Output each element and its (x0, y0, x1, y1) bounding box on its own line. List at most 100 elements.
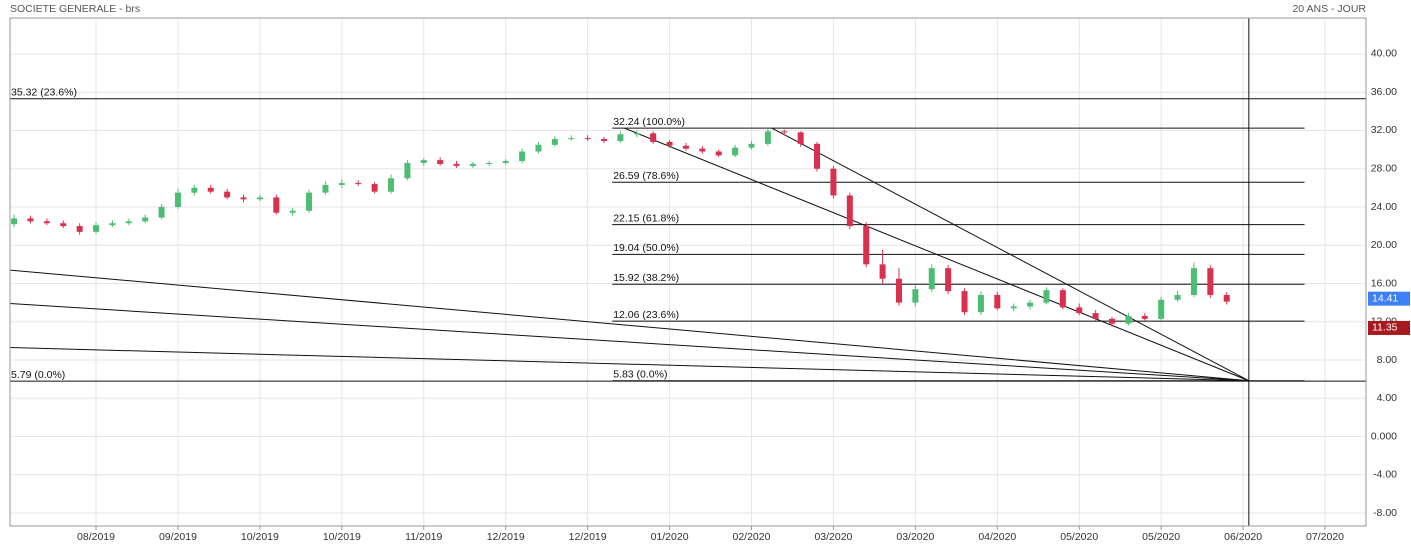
candle-body (142, 217, 149, 222)
candle-body (846, 195, 853, 227)
candle-body (1158, 299, 1165, 319)
candle-body (11, 218, 18, 225)
candle-body (863, 226, 870, 265)
y-tick-label: 40.00 (1371, 48, 1397, 60)
candle-body (486, 162, 493, 164)
trend-line (9, 347, 1249, 382)
candle-body (224, 191, 231, 198)
candle-body (830, 168, 837, 196)
y-tick-label: 32.00 (1371, 124, 1397, 136)
candle-body (60, 223, 67, 227)
fib-label: 5.83 (0.0%) (613, 369, 667, 381)
candle-body (1092, 313, 1099, 319)
candle-body (519, 151, 526, 162)
candle-body (420, 160, 427, 163)
candle-body (1059, 290, 1066, 308)
fib-label: 19.04 (50.0%) (613, 242, 679, 254)
y-tick-label: 16.00 (1371, 277, 1397, 289)
candle-body (404, 162, 411, 179)
y-tick-label: -4.00 (1373, 469, 1397, 481)
candle-body (502, 161, 509, 163)
trend-line (771, 127, 1250, 382)
y-tick-label: 0.000 (1371, 430, 1397, 442)
candle-body (945, 268, 952, 292)
trend-line (624, 127, 1250, 382)
candle-body (322, 184, 329, 193)
x-tick-label: 10/2019 (241, 531, 279, 543)
price-tag (1368, 291, 1410, 306)
candle-body (174, 192, 181, 207)
x-tick-label: 09/2019 (159, 531, 197, 543)
candle-body (748, 143, 755, 148)
candle-body (895, 278, 902, 303)
candle-body (207, 187, 214, 192)
x-tick-label: 01/2020 (651, 531, 689, 543)
candle-body (764, 131, 771, 144)
candle-body (1109, 318, 1116, 324)
trend-line (9, 303, 1249, 382)
candle-body (125, 221, 132, 224)
chart-title: SOCIETE GENERALE - brs (10, 3, 140, 15)
candle-body (93, 225, 100, 232)
plot: 35.32 (23.6%) 32.24 (100.0%) 26.59 (78.6%)… (9, 18, 1366, 526)
y-tick-label: 24.00 (1371, 201, 1397, 213)
x-tick-label: 03/2020 (814, 531, 852, 543)
x-tick-label: 08/2019 (77, 531, 115, 543)
trend-line (9, 269, 1249, 382)
candle-body (1223, 294, 1230, 302)
plot-frame (9, 17, 1367, 527)
fib-label: 12.06 (23.6%) (613, 309, 679, 321)
candle-body (715, 151, 722, 156)
candle-body (879, 264, 886, 279)
candle-body (1010, 306, 1017, 309)
y-tick-label: 28.00 (1371, 162, 1397, 174)
candle-body (977, 294, 984, 313)
x-tick-label: 12/2019 (487, 531, 525, 543)
x-tick-label: 05/2020 (1060, 531, 1098, 543)
candle-body (191, 187, 198, 193)
y-tick-label: 8.00 (1377, 354, 1398, 366)
candle-body (273, 197, 280, 213)
chart-subtitle: 20 ANS - JOUR (1292, 3, 1366, 15)
candle-body (453, 163, 460, 166)
price-tag-label: 11.35 (1372, 322, 1398, 334)
candle-body (355, 183, 362, 185)
candle-body (797, 132, 804, 144)
x-tick-label: 03/2020 (896, 531, 934, 543)
candle-body (338, 183, 345, 185)
fib-label: 35.32 (23.6%) (11, 86, 77, 98)
candle-body (158, 206, 165, 218)
x-tick-label: 10/2019 (323, 531, 361, 543)
candle-body (928, 268, 935, 290)
x-tick-label: 05/2020 (1142, 531, 1180, 543)
candle-body (633, 133, 640, 135)
candle-body (289, 210, 296, 213)
price-tag-label: 14.41 (1372, 292, 1398, 304)
candle-body (1207, 268, 1214, 295)
y-tick-label: 36.00 (1371, 86, 1397, 98)
candle-body (469, 163, 476, 166)
fib-label: 22.15 (61.8%) (613, 212, 679, 224)
candle-body (912, 289, 919, 303)
candle-body (43, 221, 50, 224)
candle-body (1027, 302, 1034, 307)
candle-body (1141, 315, 1148, 319)
candle-body (535, 144, 542, 152)
candle-body (650, 133, 657, 142)
candle-body (1174, 294, 1181, 300)
candle-body (732, 147, 739, 156)
x-tick-label: 02/2020 (733, 531, 771, 543)
candle-body (551, 139, 558, 145)
candle-body (814, 143, 821, 169)
candle-body (568, 138, 575, 140)
candle-body (306, 192, 313, 211)
candle-body (240, 197, 247, 200)
candle-body (371, 184, 378, 192)
fib-label: 32.24 (100.0%) (613, 116, 685, 128)
candle-body (1043, 290, 1050, 303)
fib-label: 15.92 (38.2%) (613, 272, 679, 284)
candle-body (961, 291, 968, 313)
candle-body (699, 148, 706, 152)
x-tick-label: 06/2020 (1224, 531, 1262, 543)
